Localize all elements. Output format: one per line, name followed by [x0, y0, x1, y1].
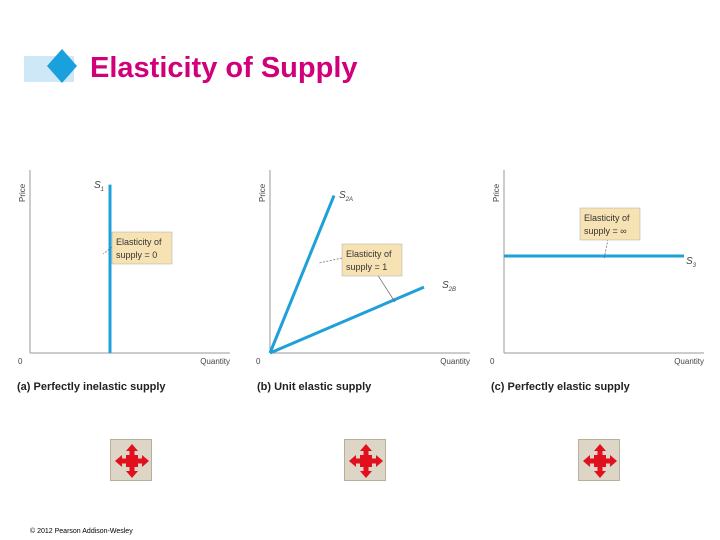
move-button-b[interactable]: [344, 439, 386, 481]
caption-c: (c) Perfectly elastic supply: [491, 381, 630, 393]
chart-panel-a: Price Quantity 0 S1 Elasticity of supply…: [18, 170, 230, 366]
curve-label-letter: S: [94, 180, 101, 191]
curve-label-s2b: S2B: [442, 280, 456, 293]
annotation-box: [111, 231, 173, 265]
curve-label-letter: S: [686, 256, 693, 267]
curve-label-s1: S1: [94, 180, 104, 193]
annotation-line-2: supply = 0: [116, 250, 157, 260]
copyright-notice: © 2012 Pearson Addison-Wesley: [30, 528, 133, 535]
annotation-leader: [318, 257, 343, 264]
x-axis-label: Quantity: [440, 357, 470, 366]
curve-label-subscript: 2A: [345, 197, 353, 203]
annotation-box: [341, 243, 403, 277]
chart-panel-c: Price Quantity 0 S3 Elasticity of supply…: [490, 170, 704, 366]
curve-label-letter: S: [442, 280, 449, 291]
curve-label-s2a: S2A: [339, 190, 353, 203]
move-button-c[interactable]: [578, 439, 620, 481]
title-diamond-icon: [47, 49, 77, 83]
move-arrows-icon: [583, 444, 617, 478]
origin-label: 0: [18, 357, 23, 366]
curve-label-s3: S3: [686, 256, 697, 269]
caption-a: (a) Perfectly inelastic supply: [17, 381, 166, 393]
move-arrows-icon: [349, 444, 383, 478]
supply-curve-s2a: [268, 195, 336, 354]
title-decoration: [24, 49, 77, 83]
annotation-leader: [102, 246, 113, 255]
move-arrows-icon: [115, 444, 149, 478]
origin-label: 0: [256, 357, 261, 366]
y-axis-label: Price: [492, 183, 501, 202]
curve-label-subscript: 3: [693, 263, 697, 269]
curve-label-subscript: 1: [101, 187, 104, 193]
annotation-leader: [376, 273, 396, 303]
caption-b: (b) Unit elastic supply: [257, 381, 372, 393]
annotation-line-2: supply = 1: [346, 262, 387, 272]
annotation-line-1: Elasticity of: [346, 249, 392, 259]
y-axis-label: Price: [258, 183, 267, 202]
x-axis-label: Quantity: [200, 357, 230, 366]
annotation-box: [579, 207, 641, 241]
curve-label-subscript: 2B: [448, 287, 456, 293]
x-axis-label: Quantity: [674, 357, 704, 366]
chart-panel-b: Price Quantity 0 S2A S2B Elasticity of s…: [256, 170, 470, 366]
origin-label: 0: [490, 357, 495, 366]
annotation-line-1: Elasticity of: [116, 237, 162, 247]
page-title: Elasticity of Supply: [90, 52, 358, 84]
annotation-line-1: Elasticity of: [584, 213, 630, 223]
y-axis-label: Price: [18, 183, 27, 202]
annotation-line-2: supply = ∞: [584, 226, 627, 236]
supply-curve-s2b: [269, 285, 425, 355]
curve-label-letter: S: [339, 190, 346, 201]
move-button-a[interactable]: [110, 439, 152, 481]
